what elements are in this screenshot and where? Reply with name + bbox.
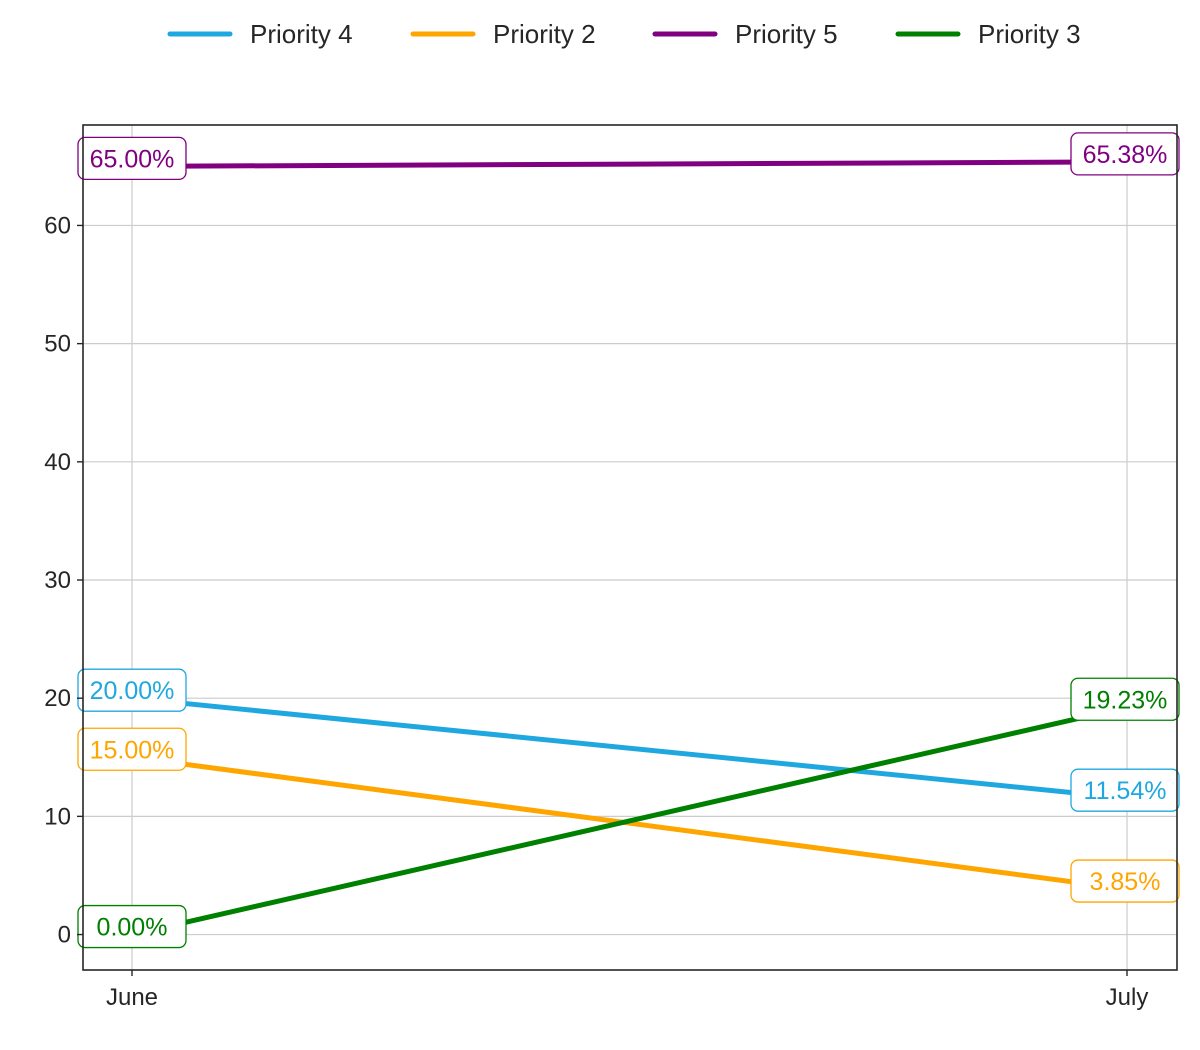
series-lines bbox=[131, 159, 1128, 937]
data-label-text: 20.00% bbox=[90, 677, 175, 705]
data-label-text: 15.00% bbox=[90, 736, 175, 764]
series-line bbox=[131, 695, 1128, 801]
data-label: 3.85% bbox=[1070, 859, 1180, 903]
legend-item: Priority 5 bbox=[652, 19, 838, 49]
legend-item: Priority 4 bbox=[167, 19, 353, 49]
data-label-text: 0.00% bbox=[97, 914, 168, 942]
y-tick-label: 0 bbox=[58, 922, 71, 949]
data-label-box bbox=[77, 904, 187, 949]
legend-label: Priority 2 bbox=[493, 19, 596, 49]
series-line bbox=[131, 159, 1128, 169]
data-label-box bbox=[1070, 768, 1180, 812]
x-tick-label: June bbox=[106, 984, 158, 1011]
legend-label: Priority 3 bbox=[978, 19, 1081, 49]
data-label-text: 3.85% bbox=[1090, 868, 1161, 896]
legend-item: Priority 3 bbox=[895, 19, 1081, 49]
y-tick-label: 20 bbox=[44, 685, 71, 712]
data-label-text: 19.23% bbox=[1083, 686, 1168, 714]
data-label-box bbox=[77, 727, 187, 771]
data-labels: 20.00% 11.54% 15.00% 3.85% 65.00% 65.38% 0.00%… bbox=[77, 132, 1180, 949]
y-tick-label: 10 bbox=[44, 803, 71, 830]
series-line bbox=[131, 704, 1128, 937]
data-label: 20.00% bbox=[77, 668, 187, 712]
x-tick-label: July bbox=[1106, 984, 1149, 1011]
data-label: 65.00% bbox=[77, 136, 187, 181]
data-label: 11.54% bbox=[1070, 768, 1180, 812]
legend: Priority 4 Priority 2 Priority 5 Priority 3 bbox=[167, 19, 1081, 49]
data-label: 19.23% bbox=[1070, 677, 1180, 721]
data-label: 15.00% bbox=[77, 727, 187, 771]
legend-label: Priority 4 bbox=[250, 19, 353, 49]
plot-frame bbox=[82, 124, 1178, 971]
data-label-box bbox=[1070, 859, 1180, 903]
data-label-text: 11.54% bbox=[1084, 777, 1167, 805]
data-label-text: 65.00% bbox=[90, 145, 175, 173]
y-tick-label: 50 bbox=[44, 331, 71, 358]
data-label: 0.00% bbox=[77, 904, 187, 949]
legend-label: Priority 5 bbox=[735, 19, 838, 49]
data-label-box bbox=[77, 668, 187, 712]
data-label-box bbox=[77, 136, 187, 181]
data-label-box bbox=[1070, 132, 1180, 176]
axes: 0 10 20 30 40 50 60 June July bbox=[44, 212, 1148, 1011]
y-tick-label: 30 bbox=[44, 567, 71, 594]
data-label: 65.38% bbox=[1070, 132, 1180, 176]
data-label-box bbox=[1070, 677, 1180, 721]
y-tick-label: 60 bbox=[44, 212, 71, 239]
y-tick-label: 40 bbox=[44, 449, 71, 476]
grid-lines bbox=[83, 125, 1177, 970]
legend-item: Priority 2 bbox=[410, 19, 596, 49]
data-label-text: 65.38% bbox=[1083, 141, 1168, 169]
